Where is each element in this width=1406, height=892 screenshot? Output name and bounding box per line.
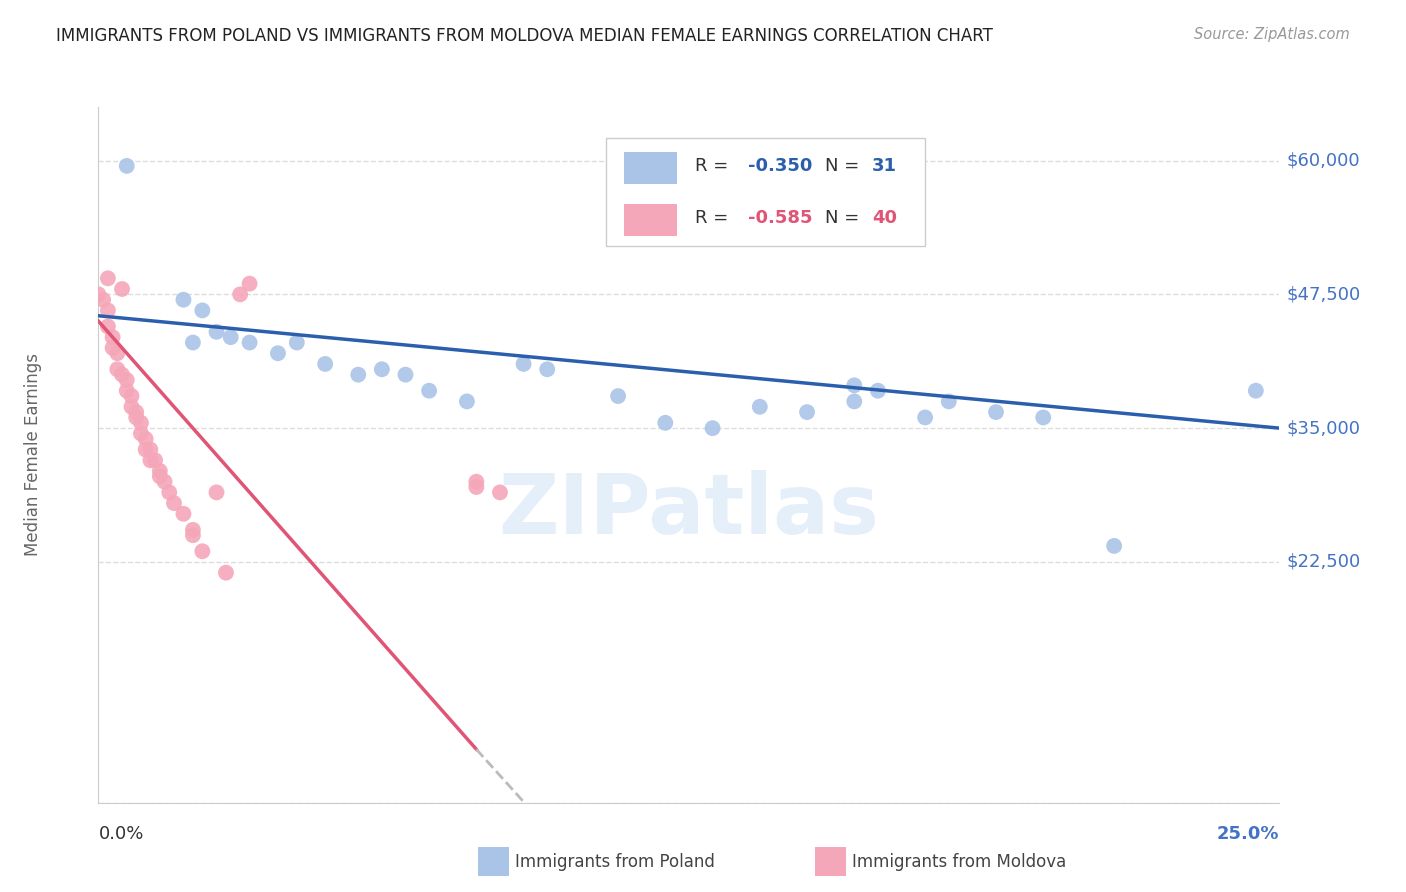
Point bbox=[163, 496, 186, 510]
Point bbox=[394, 368, 416, 382]
Point bbox=[125, 405, 148, 419]
Point bbox=[702, 421, 724, 435]
Point bbox=[844, 378, 866, 392]
Point bbox=[87, 287, 110, 301]
Point bbox=[938, 394, 960, 409]
Text: 0.0%: 0.0% bbox=[98, 825, 143, 843]
Point bbox=[866, 384, 889, 398]
Point bbox=[489, 485, 512, 500]
Point bbox=[347, 368, 370, 382]
Point bbox=[205, 325, 228, 339]
Point bbox=[181, 335, 204, 350]
Text: Source: ZipAtlas.com: Source: ZipAtlas.com bbox=[1194, 27, 1350, 42]
FancyBboxPatch shape bbox=[624, 153, 678, 184]
Point bbox=[129, 416, 152, 430]
Point bbox=[536, 362, 558, 376]
Point bbox=[157, 485, 180, 500]
Point bbox=[97, 271, 120, 285]
Point bbox=[135, 442, 157, 457]
Point bbox=[418, 384, 440, 398]
Text: $60,000: $60,000 bbox=[1286, 152, 1360, 169]
Point bbox=[654, 416, 676, 430]
Point bbox=[239, 335, 262, 350]
Point bbox=[465, 480, 488, 494]
Point bbox=[115, 373, 138, 387]
Point bbox=[844, 394, 866, 409]
Text: 25.0%: 25.0% bbox=[1218, 825, 1279, 843]
Point bbox=[172, 507, 194, 521]
Point bbox=[914, 410, 936, 425]
Point bbox=[101, 341, 124, 355]
Text: IMMIGRANTS FROM POLAND VS IMMIGRANTS FROM MOLDOVA MEDIAN FEMALE EARNINGS CORRELA: IMMIGRANTS FROM POLAND VS IMMIGRANTS FRO… bbox=[56, 27, 993, 45]
Point bbox=[984, 405, 1007, 419]
Point bbox=[796, 405, 818, 419]
Point bbox=[219, 330, 242, 344]
Point bbox=[121, 400, 143, 414]
Point bbox=[111, 368, 134, 382]
Point bbox=[143, 453, 166, 467]
Point bbox=[205, 485, 228, 500]
Text: -0.350: -0.350 bbox=[748, 157, 813, 175]
Point bbox=[1244, 384, 1267, 398]
Text: $47,500: $47,500 bbox=[1286, 285, 1361, 303]
Point bbox=[314, 357, 336, 371]
Point bbox=[121, 389, 143, 403]
Point bbox=[229, 287, 252, 301]
Point bbox=[91, 293, 114, 307]
Text: R =: R = bbox=[695, 157, 734, 175]
Text: 31: 31 bbox=[872, 157, 897, 175]
Point bbox=[456, 394, 478, 409]
Point bbox=[115, 159, 138, 173]
Point bbox=[139, 453, 162, 467]
Point bbox=[129, 426, 152, 441]
Point bbox=[1032, 410, 1054, 425]
Text: N =: N = bbox=[825, 157, 865, 175]
Text: Median Female Earnings: Median Female Earnings bbox=[24, 353, 42, 557]
Point bbox=[97, 303, 120, 318]
Point bbox=[105, 362, 128, 376]
Text: R =: R = bbox=[695, 210, 734, 227]
Point bbox=[1102, 539, 1125, 553]
Point bbox=[149, 469, 172, 483]
Point bbox=[111, 282, 134, 296]
Text: N =: N = bbox=[825, 210, 865, 227]
Point bbox=[512, 357, 534, 371]
Point bbox=[465, 475, 488, 489]
Text: Immigrants from Poland: Immigrants from Poland bbox=[515, 853, 714, 871]
Point bbox=[153, 475, 176, 489]
Text: ZIPatlas: ZIPatlas bbox=[499, 470, 879, 551]
Point bbox=[139, 442, 162, 457]
Point bbox=[115, 384, 138, 398]
Text: Immigrants from Moldova: Immigrants from Moldova bbox=[852, 853, 1066, 871]
Point bbox=[285, 335, 308, 350]
Point bbox=[371, 362, 394, 376]
Point bbox=[239, 277, 262, 291]
Point bbox=[105, 346, 128, 360]
Point bbox=[191, 303, 214, 318]
Point bbox=[181, 523, 204, 537]
FancyBboxPatch shape bbox=[624, 204, 678, 235]
FancyBboxPatch shape bbox=[606, 138, 925, 246]
Point bbox=[172, 293, 194, 307]
Point bbox=[267, 346, 290, 360]
Point bbox=[191, 544, 214, 558]
Text: -0.585: -0.585 bbox=[748, 210, 813, 227]
Text: $35,000: $35,000 bbox=[1286, 419, 1361, 437]
Text: $22,500: $22,500 bbox=[1286, 553, 1361, 571]
Point bbox=[215, 566, 238, 580]
Point bbox=[135, 432, 157, 446]
Text: 40: 40 bbox=[872, 210, 897, 227]
Point bbox=[181, 528, 204, 542]
Point bbox=[607, 389, 630, 403]
Point bbox=[748, 400, 770, 414]
Point bbox=[101, 330, 124, 344]
Point bbox=[149, 464, 172, 478]
Point bbox=[97, 319, 120, 334]
Point bbox=[125, 410, 148, 425]
